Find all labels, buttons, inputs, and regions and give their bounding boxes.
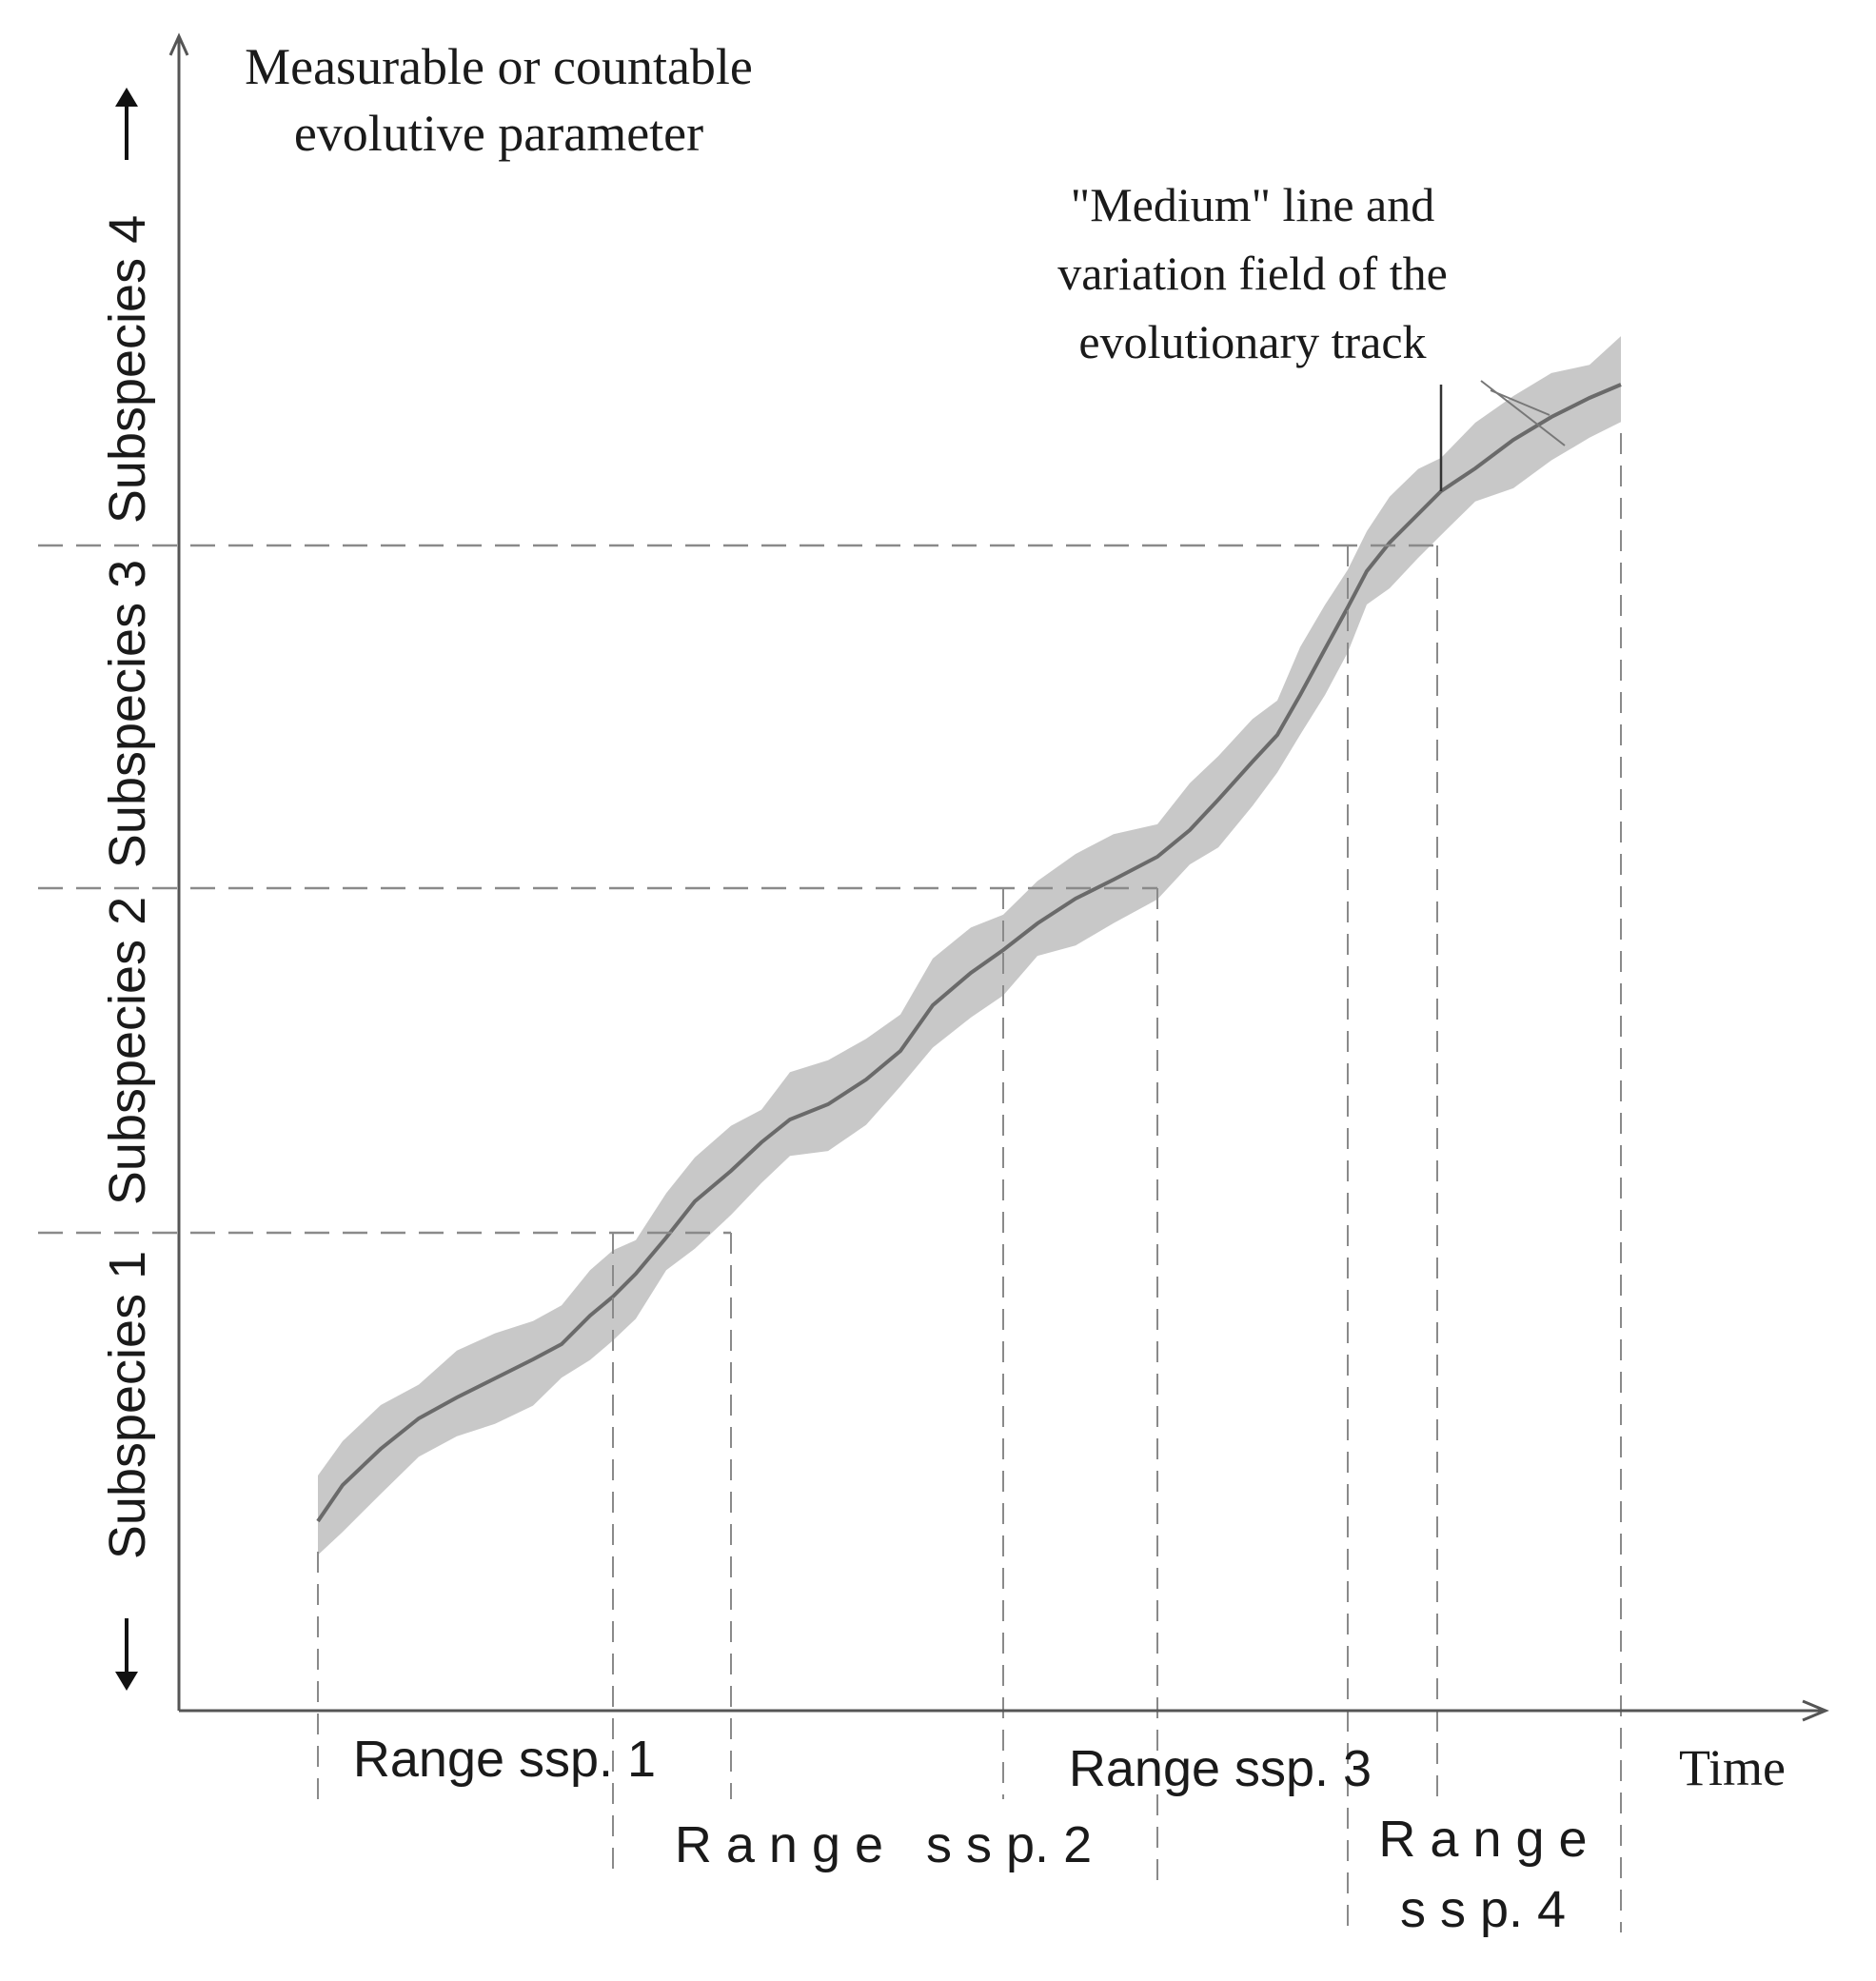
y-axis-arrowhead [168,32,189,56]
range-ssp4-label-line-2: s s p. 4 [1400,1881,1566,1938]
medium-line [316,383,1622,1523]
y-axis-label-line-1: Measurable or countable [245,38,753,95]
range-ssp1-label: Range ssp. 1 [353,1731,656,1788]
x-axis-label: Time [1679,1739,1786,1796]
down-arrow-icon [115,1618,138,1691]
annotation-line-3: evolutionary track [1078,315,1426,368]
y-axis-label-line-2: evolutive parameter [294,105,703,162]
subspecies-4-label: Subspecies 4 [99,215,156,524]
up-arrow-icon [115,88,138,160]
range-ssp3-label: Range ssp. 3 [1069,1740,1372,1797]
variation-field-band [318,336,1621,1555]
subspecies-1-label: Subspecies 1 [99,1251,156,1559]
annotation-leader-band-2 [1490,389,1550,416]
range-ssp2-label: R a n g e s s p. 2 [675,1816,1092,1873]
annotation-line-2: variation field of the [1057,247,1448,300]
subspecies-3-label: Subspecies 3 [99,560,156,868]
subspecies-2-label: Subspecies 2 [99,897,156,1205]
range-ssp4-label-line-1: R a n g e [1378,1811,1587,1868]
x-axis-arrowhead [1802,1699,1829,1722]
annotation-line-1: "Medium" line and [1071,178,1434,231]
